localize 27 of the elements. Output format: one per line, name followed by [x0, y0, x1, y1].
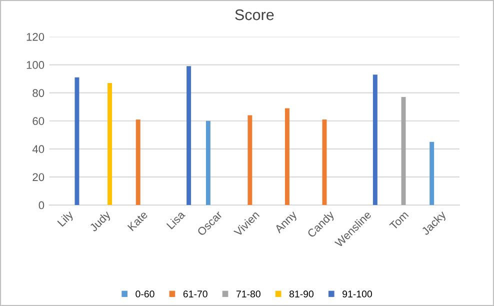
x-tick-label: Tom	[389, 210, 409, 230]
legend-label: 71-80	[236, 290, 260, 298]
bar	[108, 83, 112, 206]
bar	[430, 142, 434, 206]
legend-label: 61-70	[183, 290, 208, 298]
bar	[322, 119, 327, 206]
legend-label: 91-100	[342, 290, 372, 298]
bar	[372, 74, 378, 206]
bar	[74, 77, 80, 206]
legend-label: 0-60	[136, 290, 154, 298]
y-tick-label: 40	[32, 145, 44, 154]
bar	[284, 108, 290, 206]
bar	[186, 66, 192, 206]
legend-label: 81-90	[289, 290, 314, 298]
bar	[136, 119, 140, 206]
x-tick-label: Kate	[127, 210, 148, 232]
y-tick-label: 0	[38, 201, 44, 210]
chart-title: Score	[235, 9, 274, 20]
y-tick-label: 80	[32, 89, 44, 97]
y-tick-label: 20	[32, 173, 44, 182]
x-tick-label: Lisa	[166, 210, 186, 230]
x-tick-label: Lily	[56, 210, 76, 228]
y-tick-label: 60	[32, 117, 44, 126]
y-tick-label: 120	[26, 32, 44, 41]
y-tick-label: 100	[26, 61, 44, 69]
bar	[206, 120, 210, 206]
bar	[248, 115, 252, 206]
